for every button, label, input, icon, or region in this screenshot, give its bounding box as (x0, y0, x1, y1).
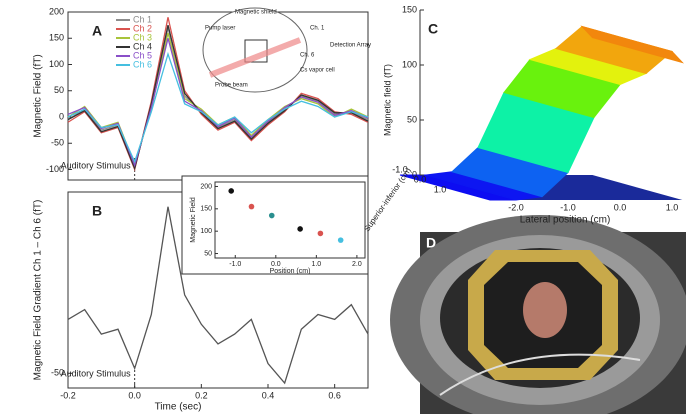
y-tick-label: -1.0 (392, 164, 408, 174)
x-tick-label: 0.0 (271, 261, 281, 268)
panel-label: A (92, 23, 102, 39)
y-tick-label: -100 (46, 164, 64, 174)
panel-label: D (426, 235, 436, 251)
legend-label: Ch 5 (133, 50, 152, 60)
x-axis-label: Time (sec) (155, 402, 202, 413)
y-tick-label: 0 (59, 111, 64, 121)
annotation: Auditory Stimulus (61, 160, 132, 170)
point (317, 230, 324, 237)
x-axis-label: Lateral position (cm) (520, 215, 611, 226)
series-line (67, 206, 369, 385)
x-tick-label: 0.0 (128, 390, 141, 400)
inset-diagram (202, 7, 308, 93)
x-tick-label: 0.4 (262, 390, 275, 400)
x-tick-label: -2.0 (508, 202, 524, 212)
point (248, 203, 255, 210)
x-tick-label: 0.0 (614, 202, 627, 212)
inset-label: Probe beam (215, 83, 248, 89)
inset-label: Pump laser (205, 26, 235, 32)
y-tick-label: 100 (200, 228, 212, 235)
y-tick-label: 200 (49, 6, 64, 16)
inset-bg (181, 175, 369, 275)
surface-patch (580, 25, 684, 64)
y-tick-label: 1.0 (434, 184, 447, 194)
y-tick-label: 50 (204, 250, 212, 257)
x-tick-label: -1.0 (560, 202, 576, 212)
photo (390, 215, 686, 414)
annotation: Auditory Stimulus (61, 368, 132, 378)
legend-label: Ch 1 (133, 14, 152, 24)
x-tick-label: 1.0 (311, 261, 321, 268)
y-axis-label: Superior-inferior (cm) (362, 166, 413, 233)
x-tick-label: -1.0 (229, 261, 241, 268)
z-tick-label: 50 (407, 114, 417, 124)
y-tick-label: 50 (54, 85, 64, 95)
y-axis-label: Magnetic Field Gradient Ch 1 – Ch 6 (fT) (33, 200, 44, 381)
inset-diagram (208, 37, 302, 78)
inset-label: Detection Array (330, 43, 371, 49)
plot-frame (214, 181, 366, 259)
x-tick-label: 1.0 (666, 202, 679, 212)
z-tick-label: 0 (412, 169, 417, 179)
inset-label: Ch. 1 (310, 26, 325, 32)
y-tick-label: 150 (200, 206, 212, 213)
inset-label: Ch. 6 (300, 53, 315, 59)
legend-label: Ch 6 (133, 59, 152, 69)
y-tick-label: -50 (51, 368, 64, 378)
x-tick-label: 0.2 (195, 390, 208, 400)
x-tick-label: 2.0 (352, 261, 362, 268)
y-axis-label: Magnetic Field (190, 197, 197, 243)
series-line (67, 24, 369, 171)
series-line (67, 38, 369, 168)
y-tick-label: 0.0 (414, 174, 427, 184)
x-tick-label: -0.2 (60, 390, 76, 400)
y-tick-label: -50 (51, 138, 64, 148)
x-axis-label: Position (cm) (270, 268, 311, 275)
legend-label: Ch 3 (133, 32, 152, 42)
y-axis-label: Magnetic Field (fT) (33, 54, 44, 137)
panel-label: B (92, 203, 102, 219)
z-axis-label: Magnetic field (fT) (382, 64, 392, 136)
y-tick-label: 150 (49, 33, 64, 43)
y-tick-label: 100 (49, 59, 64, 69)
series-line (67, 51, 369, 164)
inset-label: Cs vapor cell (300, 68, 335, 74)
point (337, 237, 344, 243)
z-tick-label: 150 (402, 4, 417, 14)
point (268, 212, 275, 219)
inset-label: Magnetic shield (235, 10, 277, 16)
y-tick-label: 200 (200, 183, 212, 190)
x-tick-label: 0.6 (328, 390, 341, 400)
panel-label: C (428, 21, 438, 37)
legend-label: Ch 2 (133, 23, 152, 33)
point (297, 226, 303, 232)
z-tick-label: 100 (402, 59, 417, 69)
point (228, 188, 235, 194)
legend-label: Ch 4 (133, 41, 152, 51)
